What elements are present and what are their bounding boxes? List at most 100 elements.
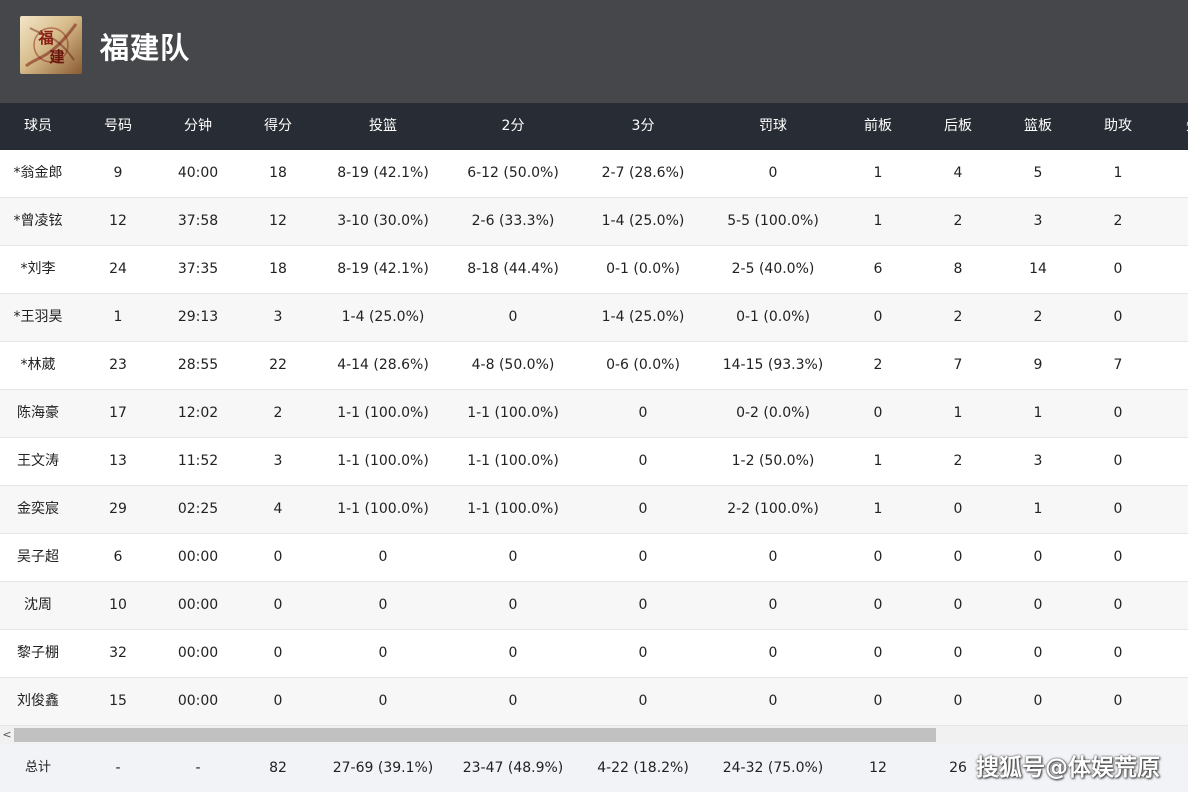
- cell-two-pt: 0: [508, 309, 518, 325]
- cell-two-pt: 2-6 (33.3%): [471, 213, 555, 229]
- cell-player: *王羽昊: [13, 309, 63, 325]
- cell-off-reb: 6: [873, 261, 883, 277]
- cell-number: 6: [113, 549, 123, 565]
- table-header: 球员 号码 分钟 得分 投篮 2分 3分 罚球 前板 后板 篮板 助攻 失: [0, 103, 1188, 150]
- table-row: *刘李 24 37:35 18 8-19 (42.1%) 8-18 (44.4%) 0-1 …: [0, 246, 1188, 294]
- cell-assists: 0: [1113, 549, 1123, 565]
- cell-fg: 8-19 (42.1%): [337, 261, 429, 277]
- horizontal-scrollbar[interactable]: <: [0, 726, 1188, 744]
- cell-player: 黎子棚: [17, 645, 59, 661]
- cell-minutes: 00:00: [177, 645, 219, 661]
- cell-assists: 0: [1113, 693, 1123, 709]
- cell-off-reb: 2: [873, 357, 883, 373]
- cell-three-pt: 2-7 (28.6%): [601, 165, 685, 181]
- cell-ft: 0: [768, 597, 778, 613]
- cell-minutes: 28:55: [177, 357, 219, 373]
- column-header-rebounds: 篮板: [1024, 118, 1052, 134]
- cell-minutes: 37:58: [177, 213, 219, 229]
- cell-two-pt: 1-1 (100.0%): [467, 405, 559, 421]
- column-header-three-pt: 3分: [631, 118, 655, 134]
- total-player: 总计: [24, 760, 51, 775]
- cell-minutes: 37:35: [177, 261, 219, 277]
- cell-points: 0: [273, 549, 283, 565]
- column-header-ft: 罚球: [759, 118, 787, 134]
- table-row: 刘俊鑫 15 00:00 0 0 0 0 0 0 0 0 0: [0, 678, 1188, 726]
- cell-player: 吴子超: [17, 549, 59, 565]
- cell-assists: 0: [1113, 405, 1123, 421]
- cell-number: 13: [109, 453, 127, 469]
- cell-def-reb: 0: [953, 645, 963, 661]
- cell-number: 32: [109, 645, 127, 661]
- cell-three-pt: 0: [638, 597, 648, 613]
- table-row: *王羽昊 1 29:13 3 1-4 (25.0%) 0 1-4 (25.0%) 0-1 (0…: [0, 294, 1188, 342]
- column-header-minutes: 分钟: [184, 118, 212, 134]
- total-three-pt: 4-22 (18.2%): [597, 760, 689, 776]
- column-header-two-pt: 2分: [501, 118, 525, 134]
- cell-two-pt: 4-8 (50.0%): [471, 357, 555, 373]
- cell-points: 12: [269, 213, 287, 229]
- cell-ft: 2-5 (40.0%): [731, 261, 815, 277]
- total-number: -: [115, 760, 121, 776]
- cell-off-reb: 1: [873, 213, 883, 229]
- cell-off-reb: 0: [873, 645, 883, 661]
- cell-off-reb: 1: [873, 453, 883, 469]
- cell-fg: 8-19 (42.1%): [337, 165, 429, 181]
- cell-minutes: 11:52: [177, 453, 219, 469]
- cell-ft: 0: [768, 693, 778, 709]
- cell-rebounds: 3: [1033, 453, 1043, 469]
- total-ft: 24-32 (75.0%): [722, 760, 824, 776]
- total-row: 总计 - - 82 27-69 (39.1%) 23-47 (48.9%) 4-22 (18…: [0, 744, 1188, 792]
- cell-fg: 0: [378, 597, 388, 613]
- cell-minutes: 29:13: [177, 309, 219, 325]
- cell-two-pt: 0: [508, 645, 518, 661]
- table-row: 吴子超 6 00:00 0 0 0 0 0 0 0 0 0: [0, 534, 1188, 582]
- cell-fg: 3-10 (30.0%): [337, 213, 429, 229]
- cell-off-reb: 0: [873, 549, 883, 565]
- cell-two-pt: 8-18 (44.4%): [467, 261, 559, 277]
- cell-two-pt: 0: [508, 597, 518, 613]
- cell-three-pt: 0-1 (0.0%): [606, 261, 680, 277]
- total-fg: 27-69 (39.1%): [332, 760, 434, 776]
- total-def-reb: 26: [949, 760, 967, 776]
- cell-assists: 0: [1113, 597, 1123, 613]
- cell-three-pt: 0: [638, 549, 648, 565]
- cell-three-pt: 0: [638, 501, 648, 517]
- chevron-left-icon[interactable]: <: [2, 728, 12, 741]
- cell-def-reb: 7: [953, 357, 963, 373]
- cell-player: *林葳: [20, 357, 56, 373]
- cell-points: 18: [269, 165, 287, 181]
- cell-off-reb: 0: [873, 597, 883, 613]
- cell-number: 24: [109, 261, 127, 277]
- cell-minutes: 02:25: [177, 501, 219, 517]
- cell-number: 9: [113, 165, 123, 181]
- cell-assists: 2: [1113, 213, 1123, 229]
- cell-ft: 14-15 (93.3%): [722, 357, 824, 373]
- cell-three-pt: 1-4 (25.0%): [601, 309, 685, 325]
- cell-ft: 0: [768, 645, 778, 661]
- cell-rebounds: 0: [1033, 693, 1043, 709]
- cell-assists: 0: [1113, 501, 1123, 517]
- cell-player: 金奕宸: [17, 501, 59, 517]
- cell-three-pt: 0: [638, 645, 648, 661]
- cell-assists: 0: [1113, 453, 1123, 469]
- cell-fg: 0: [378, 549, 388, 565]
- cell-ft: 2-2 (100.0%): [727, 501, 819, 517]
- table-row: *曾凌铉 12 37:58 12 3-10 (30.0%) 2-6 (33.3%) 1-4 …: [0, 198, 1188, 246]
- cell-def-reb: 0: [953, 597, 963, 613]
- cell-number: 15: [109, 693, 127, 709]
- svg-text:福: 福: [37, 29, 53, 47]
- cell-def-reb: 2: [953, 213, 963, 229]
- cell-three-pt: 0: [638, 453, 648, 469]
- cell-rebounds: 3: [1033, 213, 1043, 229]
- scrollbar-thumb[interactable]: [14, 728, 936, 742]
- cell-two-pt: 6-12 (50.0%): [467, 165, 559, 181]
- cell-def-reb: 0: [953, 501, 963, 517]
- cell-fg: 0: [378, 693, 388, 709]
- team-header: 福 建 福建队: [0, 0, 1188, 103]
- table-row: 沈周 10 00:00 0 0 0 0 0 0 0 0 0: [0, 582, 1188, 630]
- cell-two-pt: 0: [508, 693, 518, 709]
- cell-def-reb: 1: [953, 405, 963, 421]
- cell-def-reb: 0: [953, 693, 963, 709]
- cell-assists: 7: [1113, 357, 1123, 373]
- cell-points: 0: [273, 597, 283, 613]
